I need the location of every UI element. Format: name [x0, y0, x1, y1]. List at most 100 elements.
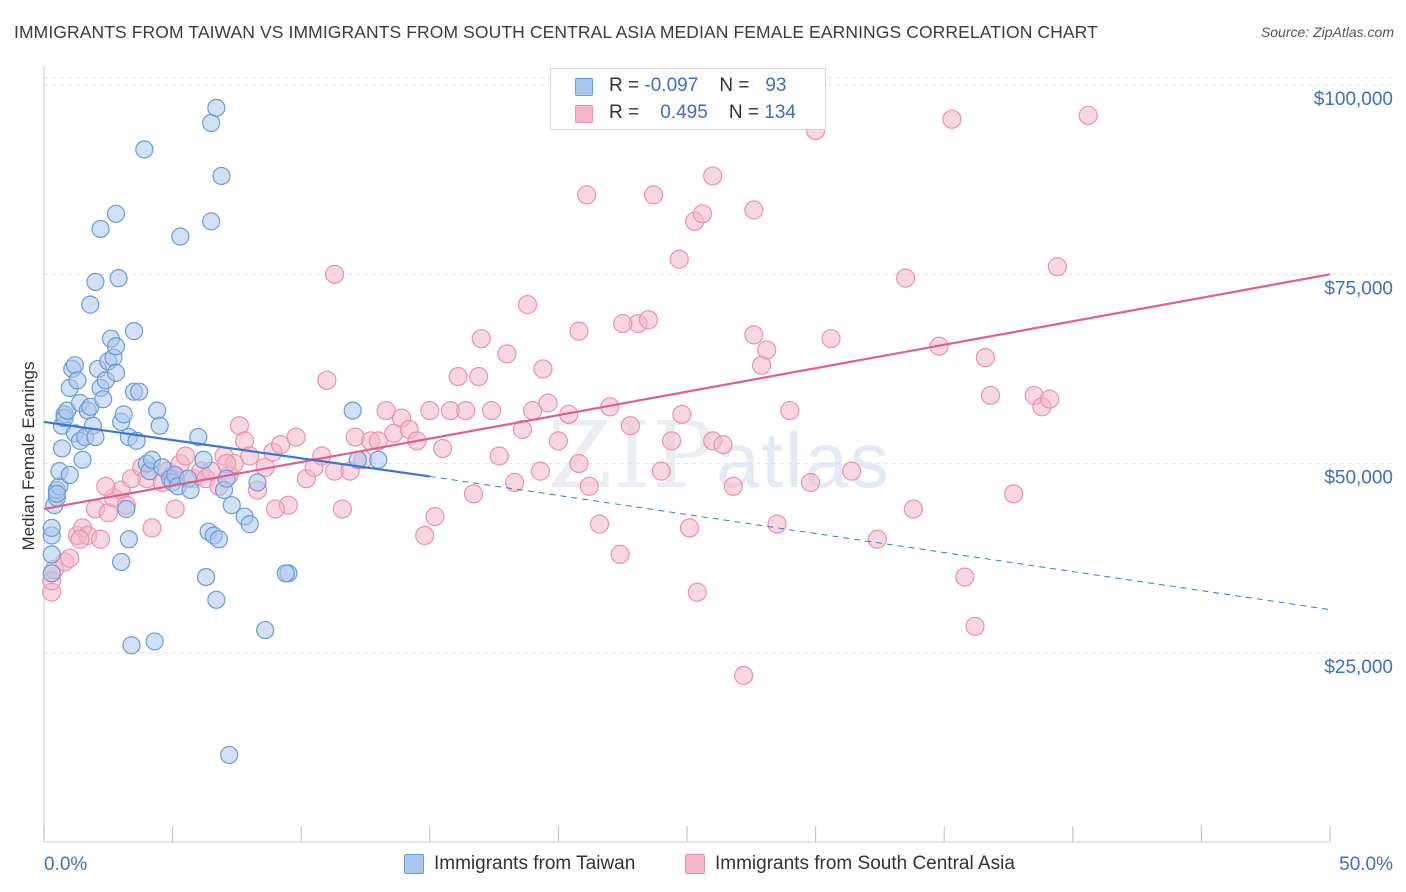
y-tick-label: $100,000	[1314, 89, 1393, 110]
data-point-south-central-asia	[638, 310, 659, 330]
data-point-taiwan	[145, 632, 164, 651]
axis-labels: $25,000 $50,000 $75,000 $100,000 0.0% 50.0% Me…	[19, 89, 1393, 875]
y-axis-title: Median Female Earnings	[19, 362, 38, 551]
trend-line-taiwan-extrapolated	[429, 475, 1331, 611]
data-point-taiwan	[148, 401, 167, 420]
data-point-south-central-asia	[733, 665, 754, 686]
data-point-taiwan	[86, 272, 105, 292]
data-point-taiwan	[212, 166, 231, 186]
bottom-legend-taiwan-label: Immigrants from Taiwan	[434, 853, 636, 874]
legend-n-label: N =	[728, 102, 760, 123]
data-point-south-central-asia	[533, 359, 553, 379]
data-point-south-central-asia	[672, 404, 692, 424]
data-point-taiwan	[217, 469, 236, 488]
data-point-south-central-asia	[286, 427, 306, 447]
data-point-taiwan	[276, 564, 295, 583]
data-point-south-central-asia	[1004, 484, 1024, 504]
data-point-south-central-asia	[517, 295, 538, 315]
data-point-south-central-asia	[942, 109, 962, 129]
legend-r-value: 0.495	[660, 102, 708, 123]
bottom-swatch-sca	[685, 854, 705, 874]
data-point-south-central-asia	[703, 166, 723, 186]
data-point-south-central-asia	[620, 416, 641, 436]
data-point-south-central-asia	[687, 582, 707, 602]
data-point-south-central-asia	[317, 370, 337, 390]
data-point-taiwan	[117, 499, 136, 519]
data-point-taiwan	[369, 450, 388, 469]
data-point-taiwan	[130, 382, 149, 401]
data-point-south-central-asia	[610, 544, 630, 564]
data-point-south-central-asia	[497, 344, 517, 364]
data-point-south-central-asia	[420, 400, 440, 421]
series-south-central-asia	[42, 105, 1098, 686]
data-point-taiwan	[106, 337, 126, 356]
data-point-south-central-asia	[489, 446, 509, 466]
data-point-south-central-asia	[651, 461, 671, 481]
data-point-south-central-asia	[1047, 257, 1067, 277]
data-point-south-central-asia	[481, 400, 502, 421]
chart-title: IMMIGRANTS FROM TAIWAN VS IMMIGRANTS FRO…	[14, 22, 1098, 42]
legend-swatch-taiwan	[575, 78, 593, 96]
data-point-south-central-asia	[165, 499, 185, 519]
data-point-taiwan	[109, 269, 128, 288]
data-point-taiwan	[68, 371, 87, 390]
data-point-south-central-asia	[975, 348, 995, 368]
bottom-legend-sca: Immigrants from South Central Asia	[685, 852, 1015, 876]
data-point-taiwan	[91, 219, 110, 239]
data-point-south-central-asia	[415, 525, 435, 546]
data-point-taiwan	[248, 473, 267, 492]
data-point-taiwan	[65, 356, 84, 375]
data-point-south-central-asia	[661, 431, 682, 451]
bottom-swatch-taiwan	[404, 854, 424, 874]
data-point-south-central-asia	[60, 548, 80, 568]
data-point-taiwan	[202, 212, 221, 231]
legend-n-value: 93	[765, 75, 787, 96]
data-point-south-central-asia	[325, 264, 345, 284]
data-point-south-central-asia	[271, 435, 291, 455]
data-point-taiwan	[114, 405, 133, 424]
data-point-south-central-asia	[965, 616, 985, 636]
data-point-taiwan	[73, 450, 92, 469]
data-point-south-central-asia	[1040, 389, 1060, 409]
data-point-south-central-asia	[579, 476, 599, 496]
data-point-south-central-asia	[679, 518, 700, 538]
data-point-south-central-asia	[538, 393, 558, 413]
watermark-atlas: atlas	[716, 416, 891, 504]
data-point-south-central-asia	[433, 438, 453, 459]
data-point-south-central-asia	[142, 518, 162, 538]
data-point-south-central-asia	[903, 499, 923, 519]
data-point-south-central-asia	[569, 453, 589, 474]
legend-n-value: 134	[764, 102, 796, 123]
trend-line-taiwan	[43, 420, 430, 478]
data-point-south-central-asia	[530, 461, 550, 481]
data-point-taiwan	[119, 530, 138, 549]
data-point-south-central-asia	[577, 185, 597, 205]
data-point-taiwan	[171, 227, 190, 246]
data-point-taiwan	[94, 390, 113, 409]
data-point-taiwan	[240, 515, 259, 534]
bottom-legend-sca-label: Immigrants from South Central Asia	[715, 853, 1015, 874]
data-point-south-central-asia	[744, 200, 764, 220]
data-point-taiwan	[220, 745, 239, 765]
data-point-taiwan	[106, 363, 126, 382]
data-point-taiwan	[196, 567, 216, 587]
legend-r-label: R =	[609, 75, 640, 96]
grid	[44, 77, 1393, 654]
source-label: Source: ZipAtlas.com	[1260, 24, 1394, 40]
data-point-taiwan	[122, 636, 141, 655]
data-point-south-central-asia	[800, 472, 821, 493]
data-point-south-central-asia	[692, 204, 713, 224]
data-point-south-central-asia	[980, 385, 1001, 406]
x-tick-label-max: 50.0%	[1339, 854, 1393, 875]
data-point-south-central-asia	[376, 400, 396, 421]
y-tick-label: $25,000	[1324, 657, 1393, 678]
data-point-taiwan	[207, 98, 226, 117]
data-point-south-central-asia	[332, 499, 352, 519]
legend-r-value: -0.097	[644, 75, 699, 96]
data-point-south-central-asia	[90, 529, 111, 549]
data-point-taiwan	[343, 401, 362, 420]
data-point-taiwan	[207, 590, 226, 609]
data-point-south-central-asia	[471, 329, 491, 349]
correlation-legend: R = -0.097 N = 93 R = 0.495 N = 134	[550, 68, 826, 130]
data-point-taiwan	[47, 484, 66, 503]
